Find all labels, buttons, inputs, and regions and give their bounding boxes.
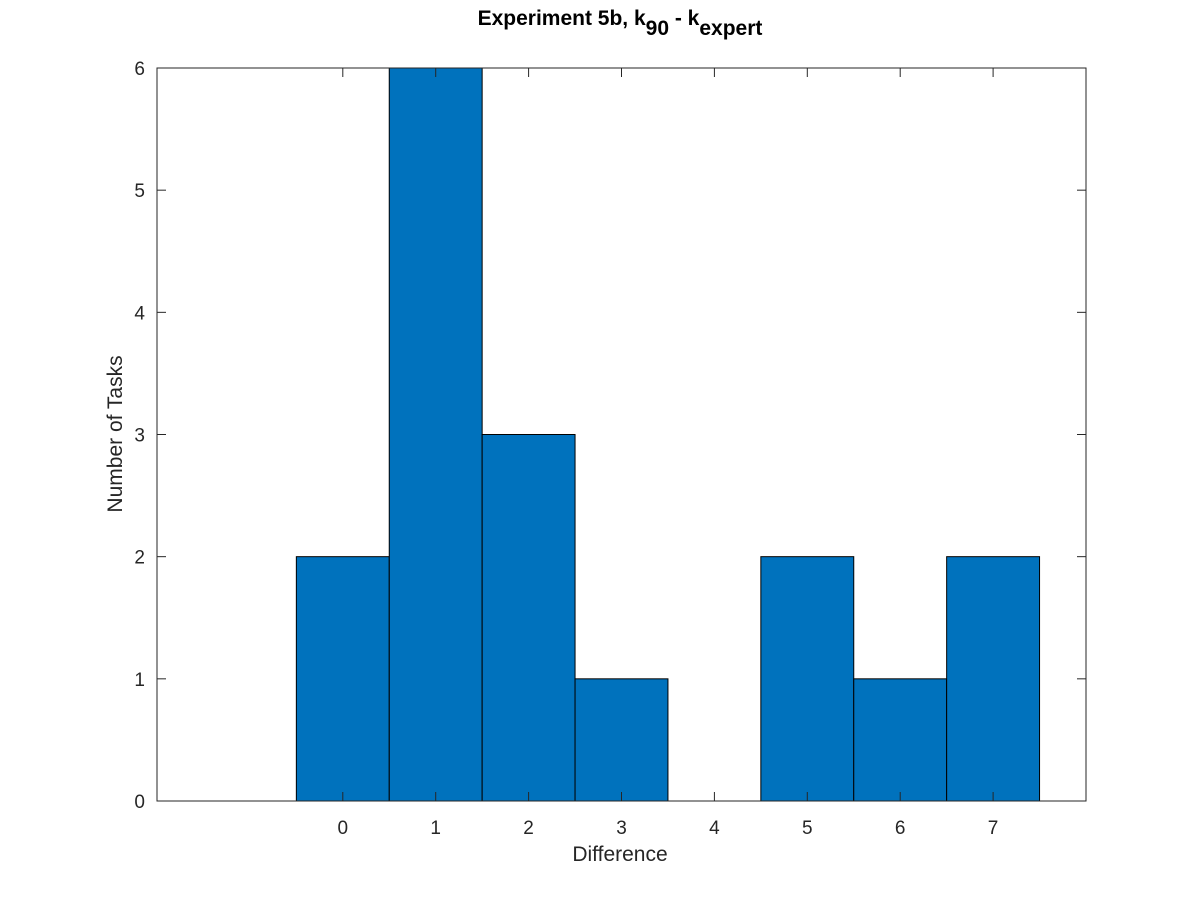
ticks-layer (157, 67, 1086, 802)
bar-1 (388, 67, 483, 802)
bar-6 (853, 678, 948, 802)
bar-0 (295, 556, 390, 802)
y-tick-label-6: 6 (134, 59, 145, 80)
chart-title-middle: - k (669, 7, 700, 30)
bar-3 (574, 678, 669, 802)
x-tick-label-4: 4 (709, 818, 720, 839)
y-tick-label-3: 3 (134, 426, 145, 447)
y-tick-labels: 0 1 2 3 4 5 6 (134, 59, 145, 813)
x-tick-label-6: 6 (895, 818, 906, 839)
x-tick-label-3: 3 (616, 818, 627, 839)
y-tick-label-5: 5 (134, 181, 145, 202)
bar-5 (760, 556, 855, 802)
x-tick-label-1: 1 (430, 818, 441, 839)
x-tick-label-5: 5 (802, 818, 813, 839)
chart-title-subscript-expert: expert (699, 17, 762, 40)
y-tick-label-1: 1 (134, 670, 145, 691)
chart-title-subscript-90: 90 (646, 17, 669, 40)
bar-2 (481, 434, 576, 802)
bars-layer (295, 67, 1041, 802)
x-axis-label: Difference (572, 843, 667, 866)
x-tick-label-7: 7 (988, 818, 999, 839)
x-tick-label-0: 0 (338, 818, 349, 839)
y-axis-label: Number of Tasks (104, 355, 127, 512)
chart-title: Experiment 5b, k90 - kexpert (478, 7, 763, 40)
x-tick-label-2: 2 (523, 818, 534, 839)
y-tick-label-2: 2 (134, 548, 145, 569)
bar-7 (946, 556, 1041, 802)
y-tick-label-0: 0 (134, 792, 145, 813)
chart-title-prefix: Experiment 5b, k (478, 7, 646, 30)
y-tick-label-4: 4 (134, 303, 145, 324)
x-tick-labels: 0 1 2 3 4 5 6 7 (338, 818, 999, 839)
